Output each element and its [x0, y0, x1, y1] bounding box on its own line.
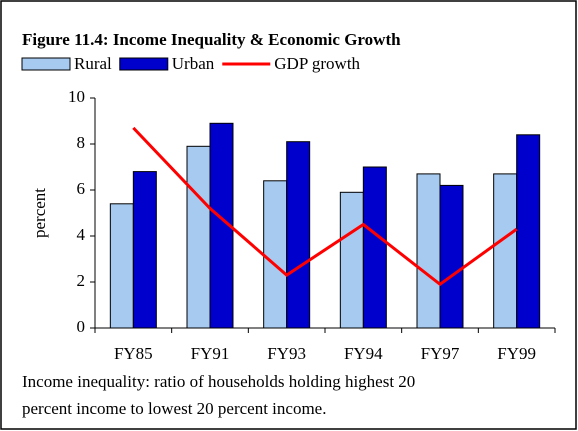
legend-swatch	[119, 57, 169, 71]
legend-label: GDP growth	[274, 54, 360, 73]
x-tick-label: FY91	[191, 344, 230, 363]
x-tick-label: FY93	[267, 344, 306, 363]
bar	[439, 184, 464, 329]
x-tick-label: FY94	[344, 344, 383, 363]
y-tick-label: 4	[77, 225, 86, 244]
y-tick-label: 0	[77, 317, 86, 336]
bar	[493, 173, 518, 329]
y-tick-label: 8	[77, 133, 86, 152]
bar	[209, 122, 234, 329]
legend-label: Urban	[172, 54, 215, 73]
chart-title: Figure 11.4: Income Inequality & Economi…	[22, 30, 401, 49]
bar	[186, 145, 211, 329]
bar	[339, 191, 364, 329]
legend-label: Rural	[74, 54, 112, 73]
y-axis-label: percent	[30, 188, 49, 238]
bar	[286, 141, 311, 329]
x-tick-label: FY85	[114, 344, 153, 363]
bar	[109, 203, 134, 329]
y-tick-label: 10	[68, 87, 85, 106]
note: Income inequality: ratio of households h…	[22, 372, 415, 391]
bar	[132, 171, 157, 329]
y-tick-label: 2	[77, 271, 86, 290]
bar	[362, 166, 387, 329]
bar	[416, 173, 441, 329]
legend-swatch	[21, 57, 71, 71]
line	[132, 126, 518, 287]
y-tick-label: 6	[77, 179, 86, 198]
x-tick-label: FY97	[421, 344, 460, 363]
x-tick-label: FY99	[497, 344, 536, 363]
bar	[516, 134, 541, 329]
note: percent income to lowest 20 percent inco…	[22, 399, 326, 418]
bar	[263, 180, 288, 329]
